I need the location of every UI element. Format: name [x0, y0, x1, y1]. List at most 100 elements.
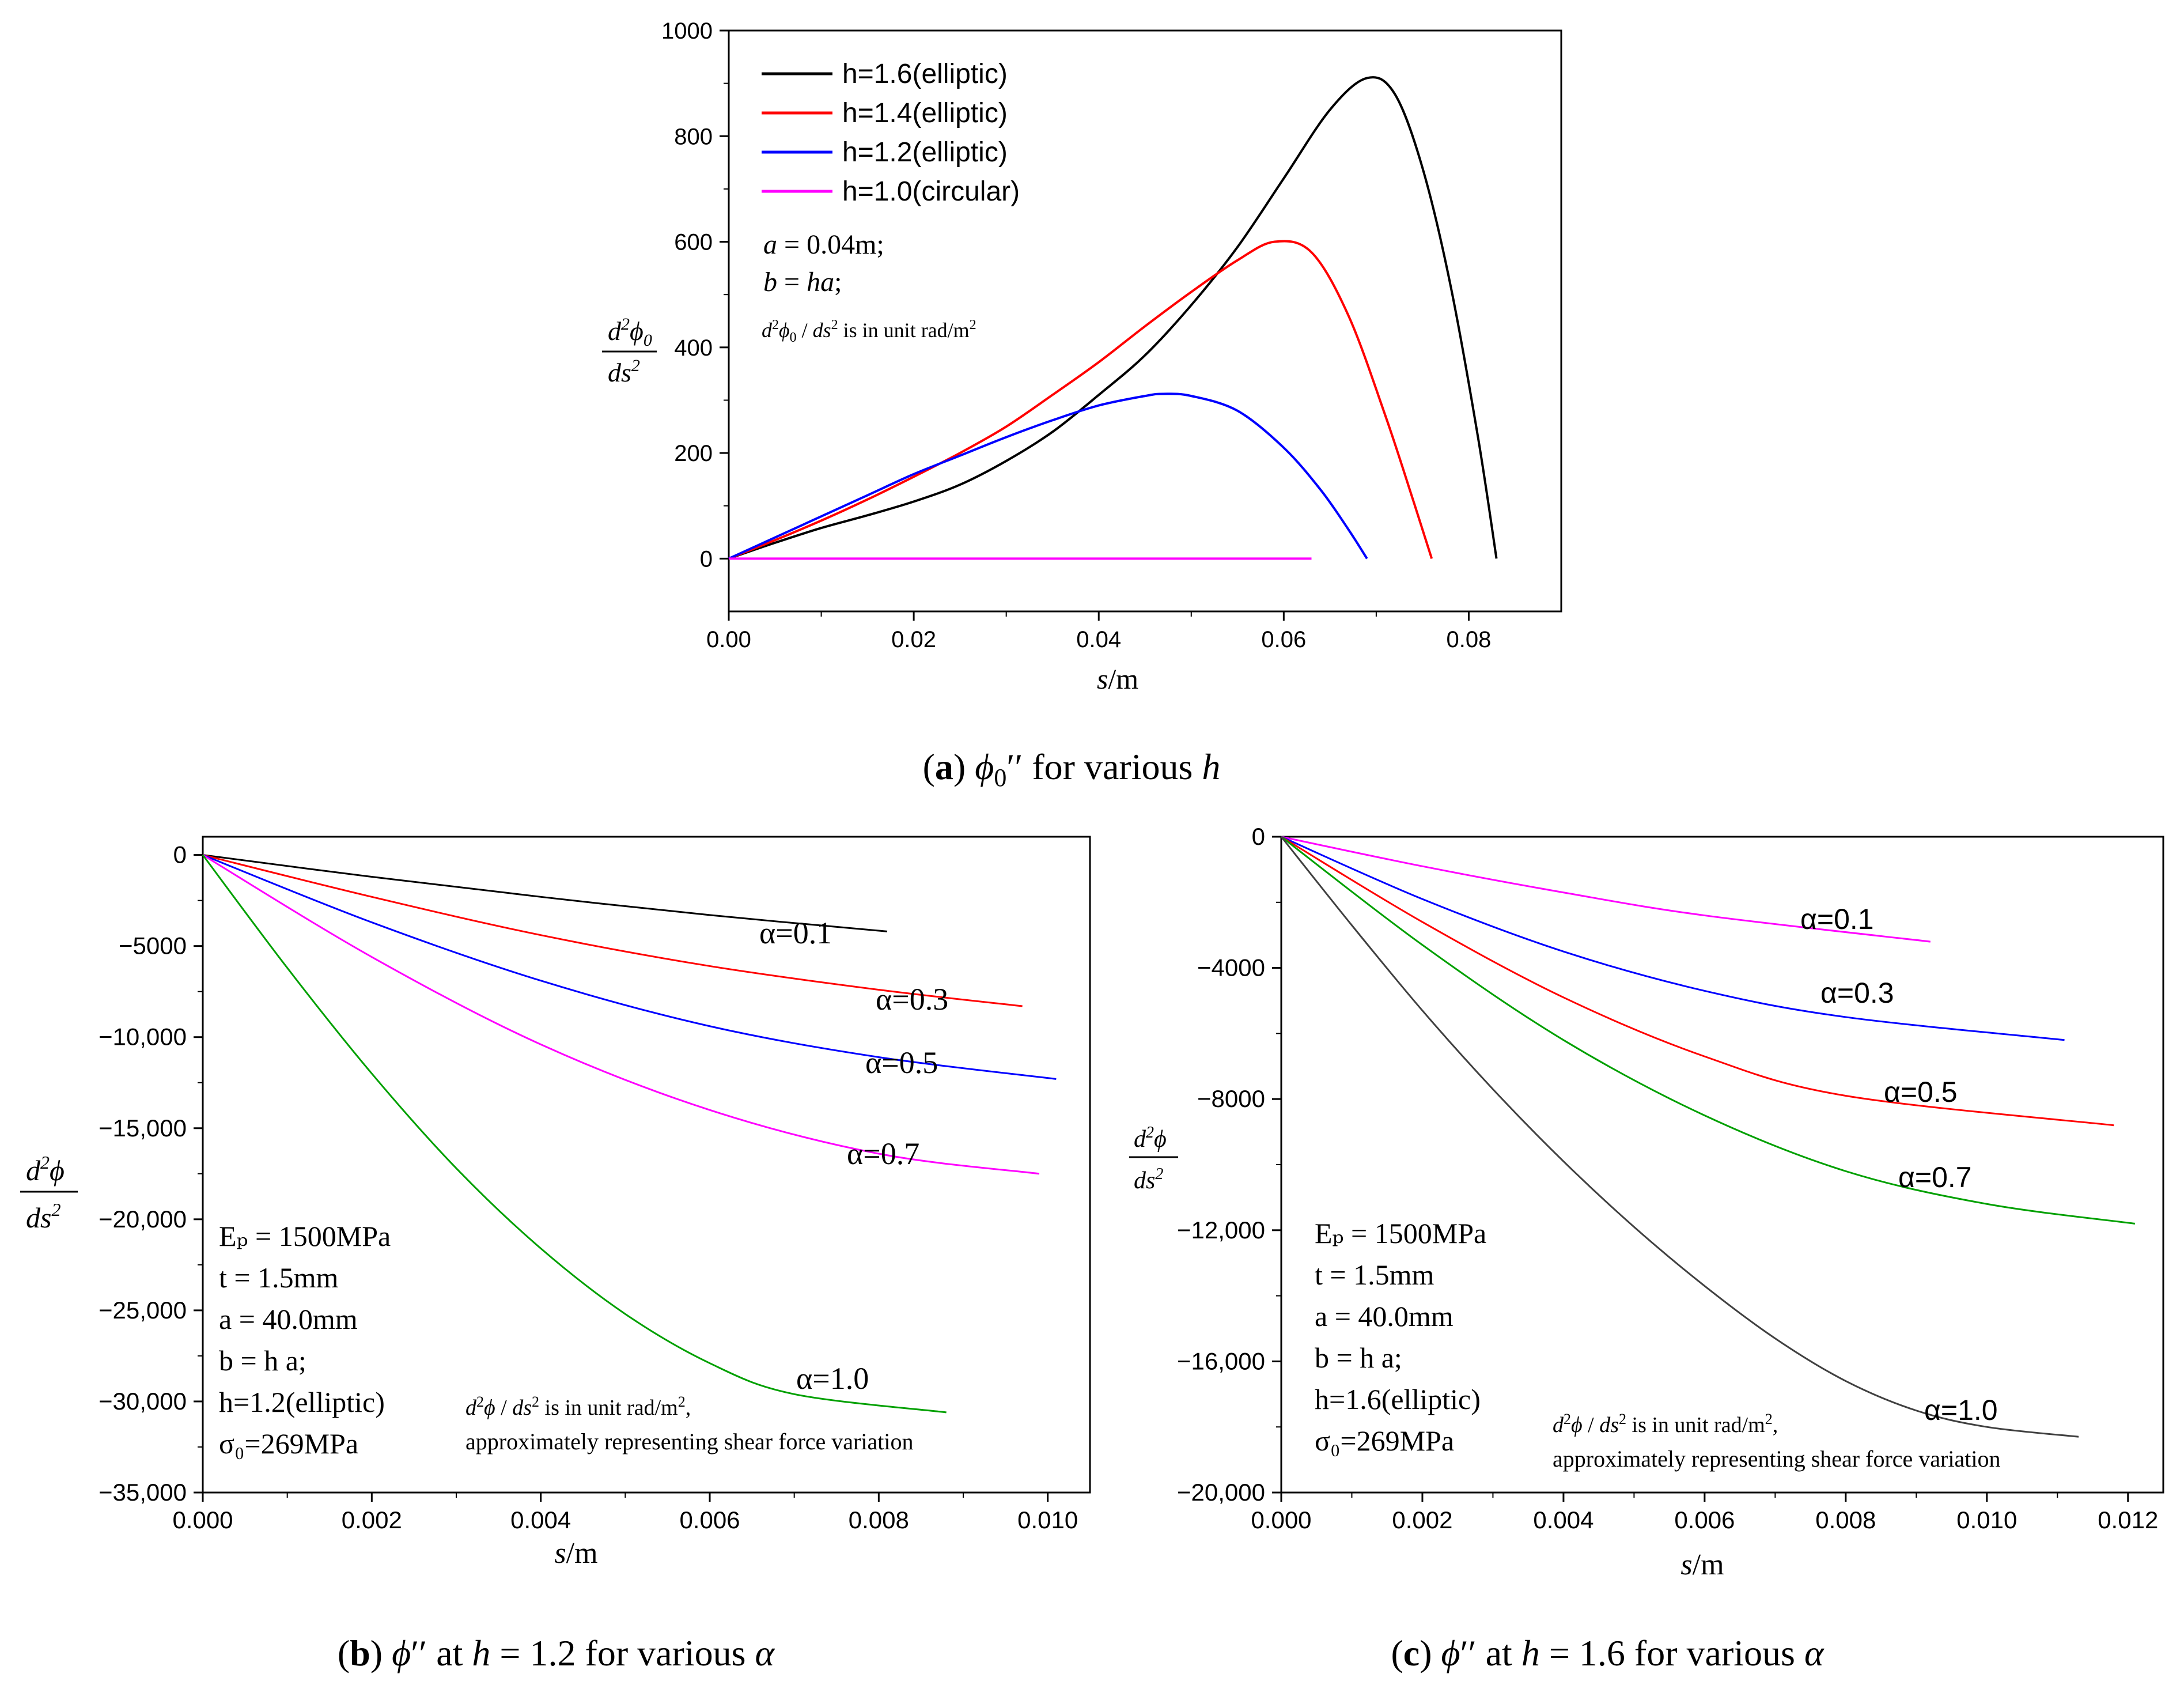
b-series-line-2	[202, 854, 1057, 1080]
b-series-line-4	[202, 854, 947, 1414]
a-legend-label-2: h=1.2(elliptic)	[842, 137, 1008, 168]
svg-text:d2ϕ: d2ϕ	[26, 1152, 65, 1187]
a-ytick-label: 400	[674, 335, 713, 361]
c-param-5: σ₀=269MPa	[1315, 1425, 1454, 1457]
b-xtick-label: 0.006	[679, 1506, 740, 1533]
b-ytick-label: −30,000	[99, 1388, 187, 1415]
b-param-3: b = h a;	[219, 1344, 306, 1377]
b-ytick-label: −15,000	[99, 1114, 187, 1142]
b-series-line-3	[202, 854, 1040, 1175]
a-legend-label-3: h=1.0(circular)	[842, 176, 1020, 207]
b-param-1: t = 1.5mm	[219, 1261, 338, 1294]
b-ytick-label: −25,000	[99, 1297, 187, 1324]
b-xtick-label: 0.004	[510, 1506, 571, 1533]
a-ytick-label: 800	[674, 124, 713, 149]
b-xtick-label: 0.008	[849, 1506, 909, 1533]
b-series-label-2: α=0.5	[865, 1045, 938, 1080]
c-series-label-3: α=0.7	[1898, 1161, 1972, 1193]
c-xtick-label: 0.006	[1674, 1506, 1735, 1533]
panel-c-series-labels: α=0.1 α=0.3 α=0.5 α=0.7 α=1.0	[1800, 903, 1998, 1426]
c-param-1: t = 1.5mm	[1315, 1259, 1434, 1291]
c-series-line-1	[1281, 836, 2065, 1041]
b-xtick-label: 0.000	[172, 1506, 233, 1533]
c-series-label-0: α=0.1	[1800, 903, 1874, 935]
c-series-line-0	[1281, 836, 1931, 943]
b-xtick-label: 0.010	[1017, 1506, 1078, 1533]
c-unit-note-line2: approximately representing shear force v…	[1553, 1446, 2000, 1472]
c-series-line-4	[1280, 836, 2079, 1438]
a-series-line-0	[728, 76, 1498, 560]
a-legend-label-0: h=1.6(elliptic)	[842, 59, 1008, 89]
b-param-0: Eₚ = 1500MPa	[219, 1220, 391, 1252]
panel-a-series	[728, 76, 1498, 560]
b-param-4: h=1.2(elliptic)	[219, 1386, 385, 1418]
c-ytick-label: −4000	[1197, 954, 1265, 981]
a-xtick-label: 0.00	[706, 627, 751, 652]
c-ytick-label: −12,000	[1177, 1216, 1265, 1244]
a-annotation-b: b = ha;	[763, 267, 842, 297]
a-xtick-label: 0.04	[1076, 627, 1121, 652]
panel-a: 0.00 0.02 0.04 0.06 0.08 0 200 400 600 800 1000 d2…	[602, 18, 1562, 695]
b-series-label-0: α=0.1	[759, 916, 832, 950]
c-xtick-label: 0.010	[1956, 1506, 2017, 1533]
b-ytick-label: −35,000	[99, 1479, 187, 1506]
c-ytick-label: −8000	[1197, 1085, 1265, 1112]
c-param-3: b = h a;	[1315, 1342, 1402, 1374]
c-series-line-3	[1281, 836, 2136, 1225]
b-param-5: σ₀=269MPa	[219, 1427, 358, 1460]
panel-a-ylabel: d2ϕ0 ds2	[602, 315, 657, 387]
b-series-label-4: α=1.0	[796, 1361, 869, 1396]
c-xtick-label: 0.008	[1815, 1506, 1876, 1533]
a-series-line-2	[728, 392, 1368, 560]
b-xtick-label: 0.002	[342, 1506, 402, 1533]
caption-b: (b) ϕ′′ at h = 1.2 for various α	[338, 1633, 775, 1673]
panel-b-frame	[202, 836, 1091, 1494]
c-ytick-label: −16,000	[1177, 1347, 1265, 1374]
panel-a-ticks: 0.00 0.02 0.04 0.06 0.08 0 200 400 600 800 1000	[661, 18, 1491, 652]
c-xtick-label: 0.012	[2098, 1506, 2158, 1533]
b-xlabel: s/m	[554, 1537, 597, 1570]
c-xtick-label: 0.000	[1251, 1506, 1311, 1533]
panel-a-legend: h=1.6(elliptic) h=1.4(elliptic) h=1.2(elli…	[762, 59, 1020, 207]
caption-a: (a) ϕ0′′ for various h	[923, 746, 1221, 792]
panel-b-ylabel: d2ϕ ds2	[20, 1152, 78, 1234]
b-ytick-label: −20,000	[99, 1206, 187, 1233]
a-ytick-label: 200	[674, 441, 713, 466]
panel-b-series-labels: α=0.1 α=0.3 α=0.5 α=0.7 α=1.0	[759, 916, 948, 1396]
panel-c-series	[1280, 836, 2136, 1438]
b-unit-note-line1: d2ϕ / ds2 is in unit rad/m2,	[465, 1393, 691, 1420]
a-ytick-label: 1000	[661, 18, 713, 44]
b-unit-note-line2: approximately representing shear force v…	[465, 1429, 913, 1454]
panel-c-ylabel: d2ϕ ds2	[1129, 1124, 1178, 1194]
panel-a-frame	[728, 29, 1562, 613]
c-param-0: Eₚ = 1500MPa	[1315, 1217, 1486, 1249]
b-series-label-3: α=0.7	[847, 1136, 919, 1171]
a-ylabel-d2: d	[608, 316, 622, 346]
c-param-2: a = 40.0mm	[1315, 1300, 1454, 1332]
panel-b-series	[202, 854, 1057, 1414]
svg-text:d2ϕ0: d2ϕ0	[608, 315, 652, 350]
c-series-line-2	[1281, 836, 2114, 1127]
a-xtick-label: 0.08	[1447, 627, 1492, 652]
c-series-label-4: α=1.0	[1924, 1394, 1998, 1426]
b-ytick-label: −5000	[119, 932, 187, 959]
c-param-4: h=1.6(elliptic)	[1315, 1383, 1481, 1415]
c-ytick-label: −20,000	[1177, 1479, 1265, 1506]
svg-text:ds2: ds2	[608, 356, 640, 387]
a-ytick-label: 600	[674, 230, 713, 255]
svg-text:ds2: ds2	[1134, 1165, 1163, 1194]
panel-c-params: Eₚ = 1500MPa t = 1.5mm a = 40.0mm b = h a; h…	[1315, 1217, 1486, 1457]
b-series-line-1	[202, 854, 1023, 1007]
b-series-label-1: α=0.3	[876, 982, 948, 1017]
panel-b-ticks: 0.000 0.002 0.004 0.006 0.008 0.010 0 −5000 −10,…	[99, 841, 1078, 1533]
b-series-line-0	[202, 854, 888, 932]
b-ytick-label: −10,000	[99, 1023, 187, 1051]
caption-c: (c) ϕ′′ at h = 1.6 for various α	[1391, 1633, 1824, 1673]
svg-text:ds2: ds2	[26, 1199, 60, 1234]
c-xlabel: s/m	[1680, 1548, 1724, 1581]
c-ytick-label: 0	[1252, 823, 1265, 850]
a-xtick-label: 0.06	[1261, 627, 1306, 652]
c-series-label-2: α=0.5	[1884, 1076, 1958, 1108]
b-ytick-label: 0	[173, 841, 187, 868]
panel-c: 0.000 0.002 0.004 0.006 0.008 0.010 0.012 0 −400…	[1129, 823, 2164, 1581]
